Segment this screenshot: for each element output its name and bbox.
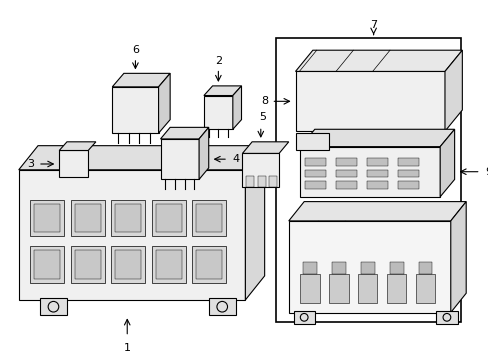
Text: 2: 2 xyxy=(214,56,222,66)
Bar xyxy=(151,200,185,236)
Bar xyxy=(242,153,279,187)
Bar xyxy=(386,274,406,303)
Bar xyxy=(34,250,60,279)
Polygon shape xyxy=(112,73,170,87)
Bar xyxy=(115,250,141,279)
Bar xyxy=(415,274,434,303)
Bar xyxy=(196,250,222,279)
Polygon shape xyxy=(158,73,170,133)
Bar xyxy=(160,139,199,179)
Bar xyxy=(389,262,403,274)
Bar xyxy=(192,200,225,236)
Bar xyxy=(366,181,387,189)
Bar xyxy=(155,203,182,233)
Bar xyxy=(208,298,235,315)
Text: 8: 8 xyxy=(261,96,267,106)
Bar xyxy=(295,71,444,131)
Bar xyxy=(115,203,141,233)
Bar xyxy=(300,147,439,197)
Polygon shape xyxy=(199,127,208,179)
Bar xyxy=(71,246,104,283)
Polygon shape xyxy=(300,129,454,147)
Polygon shape xyxy=(295,50,461,71)
Bar xyxy=(151,246,185,283)
Polygon shape xyxy=(439,129,454,197)
Bar xyxy=(293,311,314,324)
Polygon shape xyxy=(242,142,288,153)
Bar xyxy=(300,274,319,303)
Text: 6: 6 xyxy=(132,45,139,55)
Polygon shape xyxy=(59,142,96,150)
Bar xyxy=(335,170,357,177)
Bar xyxy=(358,274,377,303)
Text: 5: 5 xyxy=(259,112,265,122)
Bar xyxy=(40,298,67,315)
Bar xyxy=(269,176,277,187)
Bar xyxy=(303,262,316,274)
Bar xyxy=(335,158,357,166)
Bar xyxy=(360,262,374,274)
Bar xyxy=(257,176,265,187)
Bar xyxy=(366,170,387,177)
Bar xyxy=(30,246,64,283)
Polygon shape xyxy=(245,146,264,300)
Bar xyxy=(59,150,88,177)
Bar xyxy=(397,170,418,177)
Text: 9: 9 xyxy=(484,167,488,177)
Bar xyxy=(322,230,339,244)
Text: 7: 7 xyxy=(369,20,376,30)
Bar xyxy=(305,181,325,189)
Bar xyxy=(19,170,245,300)
Bar xyxy=(246,176,254,187)
Bar xyxy=(34,203,60,233)
Bar xyxy=(196,203,222,233)
Bar xyxy=(366,158,387,166)
Bar xyxy=(192,246,225,283)
Bar xyxy=(295,133,328,150)
Bar xyxy=(435,311,457,324)
Bar xyxy=(155,250,182,279)
Bar xyxy=(111,200,145,236)
Polygon shape xyxy=(19,146,264,170)
Bar xyxy=(331,262,345,274)
Bar xyxy=(418,262,431,274)
Bar xyxy=(111,246,145,283)
Bar xyxy=(397,181,418,189)
Text: 4: 4 xyxy=(232,154,239,164)
Bar xyxy=(397,158,418,166)
Bar xyxy=(305,158,325,166)
Text: 3: 3 xyxy=(27,159,34,169)
Polygon shape xyxy=(444,50,461,131)
Bar xyxy=(276,38,461,322)
Bar xyxy=(203,95,232,129)
Bar xyxy=(335,181,357,189)
Polygon shape xyxy=(288,202,465,221)
Polygon shape xyxy=(160,127,208,139)
Bar xyxy=(30,200,64,236)
Polygon shape xyxy=(450,202,465,312)
Polygon shape xyxy=(203,86,241,95)
Bar xyxy=(305,170,325,177)
Bar xyxy=(75,250,101,279)
Text: 1: 1 xyxy=(123,343,130,353)
Bar xyxy=(75,203,101,233)
Bar xyxy=(112,87,158,133)
Polygon shape xyxy=(232,86,241,129)
Bar xyxy=(71,200,104,236)
Bar xyxy=(317,206,344,233)
Bar xyxy=(288,221,450,312)
Bar xyxy=(328,274,348,303)
